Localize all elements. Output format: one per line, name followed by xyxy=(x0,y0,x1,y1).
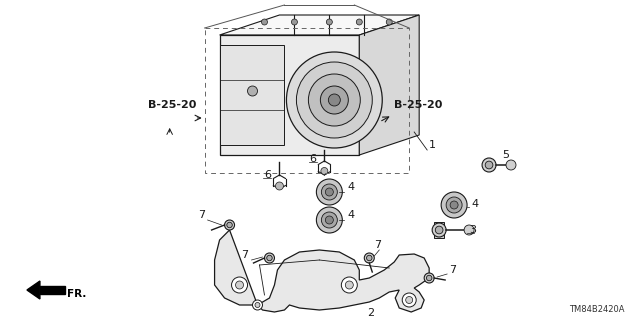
Circle shape xyxy=(326,19,332,25)
Polygon shape xyxy=(359,15,419,155)
Circle shape xyxy=(506,160,516,170)
Circle shape xyxy=(341,277,357,293)
Circle shape xyxy=(446,197,462,213)
Circle shape xyxy=(464,225,474,235)
Circle shape xyxy=(316,207,342,233)
Circle shape xyxy=(321,86,348,114)
Circle shape xyxy=(441,192,467,218)
Circle shape xyxy=(253,300,262,310)
Text: 7: 7 xyxy=(449,265,456,275)
Circle shape xyxy=(450,201,458,209)
Text: 4: 4 xyxy=(348,182,355,192)
Bar xyxy=(220,45,284,145)
Text: 6: 6 xyxy=(264,170,271,180)
Circle shape xyxy=(264,253,275,263)
Circle shape xyxy=(227,222,232,228)
Circle shape xyxy=(262,19,268,25)
Circle shape xyxy=(482,158,496,172)
Circle shape xyxy=(402,293,416,307)
Text: 5: 5 xyxy=(502,150,509,160)
Circle shape xyxy=(356,19,362,25)
Bar xyxy=(220,35,359,155)
Text: FR.: FR. xyxy=(67,289,86,299)
Text: 7: 7 xyxy=(241,250,249,260)
Circle shape xyxy=(485,161,493,169)
Circle shape xyxy=(225,220,234,230)
Circle shape xyxy=(267,255,272,261)
Circle shape xyxy=(232,277,248,293)
Circle shape xyxy=(406,296,413,303)
Circle shape xyxy=(287,52,382,148)
Circle shape xyxy=(255,302,260,308)
Bar xyxy=(434,222,444,238)
Circle shape xyxy=(435,226,443,234)
Circle shape xyxy=(316,179,342,205)
Text: 6: 6 xyxy=(309,154,316,164)
Circle shape xyxy=(432,223,446,237)
Text: 7: 7 xyxy=(374,240,381,250)
Circle shape xyxy=(321,212,337,228)
Circle shape xyxy=(296,62,372,138)
Text: 4: 4 xyxy=(471,199,478,209)
Circle shape xyxy=(325,188,333,196)
Circle shape xyxy=(424,273,434,283)
Text: B-25-20: B-25-20 xyxy=(394,100,443,110)
Text: 4: 4 xyxy=(348,210,355,220)
Bar xyxy=(205,28,409,173)
Circle shape xyxy=(387,19,392,25)
Circle shape xyxy=(346,281,353,289)
Circle shape xyxy=(364,253,374,263)
Circle shape xyxy=(291,19,298,25)
Text: 1: 1 xyxy=(429,140,436,150)
Circle shape xyxy=(426,275,432,281)
Polygon shape xyxy=(214,230,429,312)
Text: 7: 7 xyxy=(198,210,205,220)
Polygon shape xyxy=(40,286,65,294)
Circle shape xyxy=(321,184,337,200)
Circle shape xyxy=(248,86,257,96)
Circle shape xyxy=(275,182,284,190)
Circle shape xyxy=(321,167,328,174)
Text: 2: 2 xyxy=(367,308,374,318)
Circle shape xyxy=(308,74,360,126)
Text: TM84B2420A: TM84B2420A xyxy=(569,305,625,314)
Circle shape xyxy=(236,281,244,289)
Polygon shape xyxy=(27,281,40,299)
Circle shape xyxy=(325,216,333,224)
Text: 3: 3 xyxy=(469,225,476,235)
Text: B-25-20: B-25-20 xyxy=(148,100,196,110)
Circle shape xyxy=(328,94,340,106)
Circle shape xyxy=(367,255,372,261)
Polygon shape xyxy=(220,15,419,35)
